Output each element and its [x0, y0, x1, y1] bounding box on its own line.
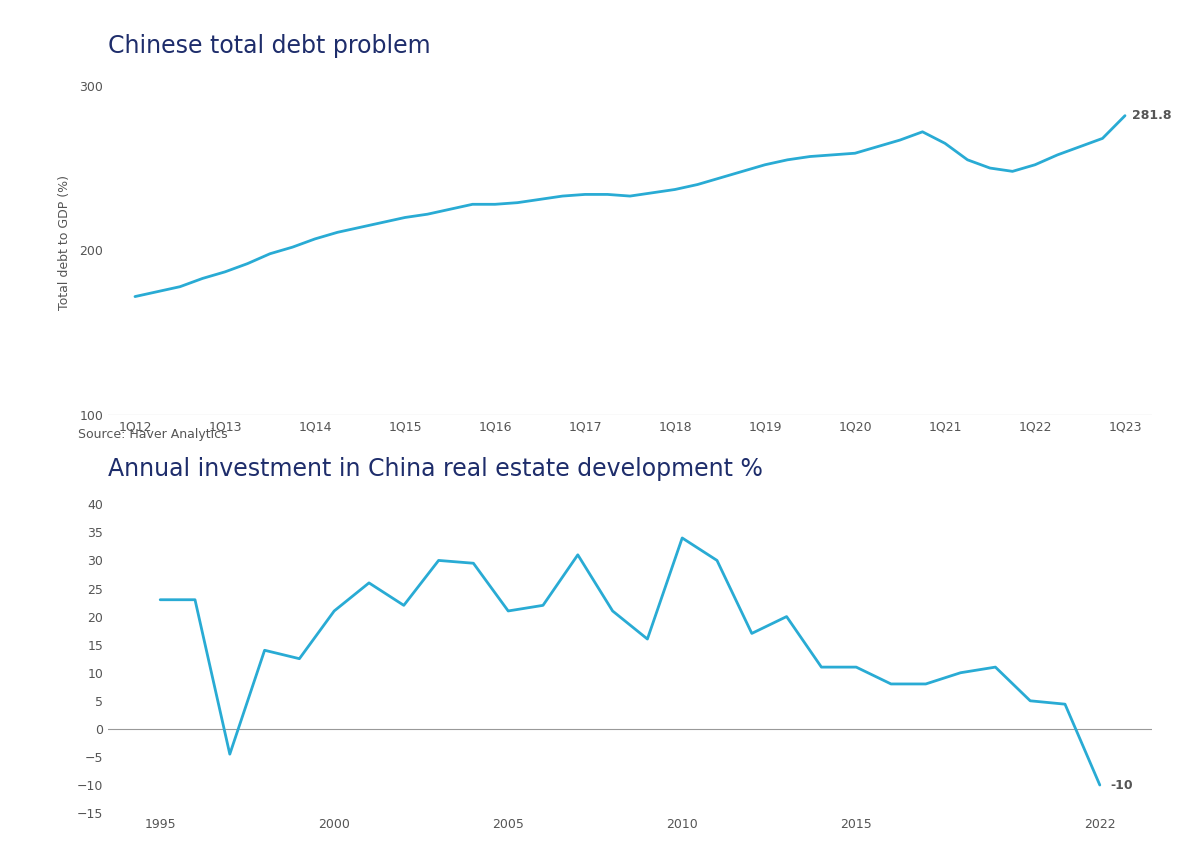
- Text: Annual investment in China real estate development %: Annual investment in China real estate d…: [108, 458, 763, 482]
- Text: 281.8: 281.8: [1132, 109, 1171, 122]
- Y-axis label: Total debt to GDP (%): Total debt to GDP (%): [58, 175, 71, 310]
- Text: -10: -10: [1110, 778, 1133, 791]
- Text: Source: Haver Analytics: Source: Haver Analytics: [78, 428, 228, 441]
- Text: Chinese total debt problem: Chinese total debt problem: [108, 34, 431, 58]
